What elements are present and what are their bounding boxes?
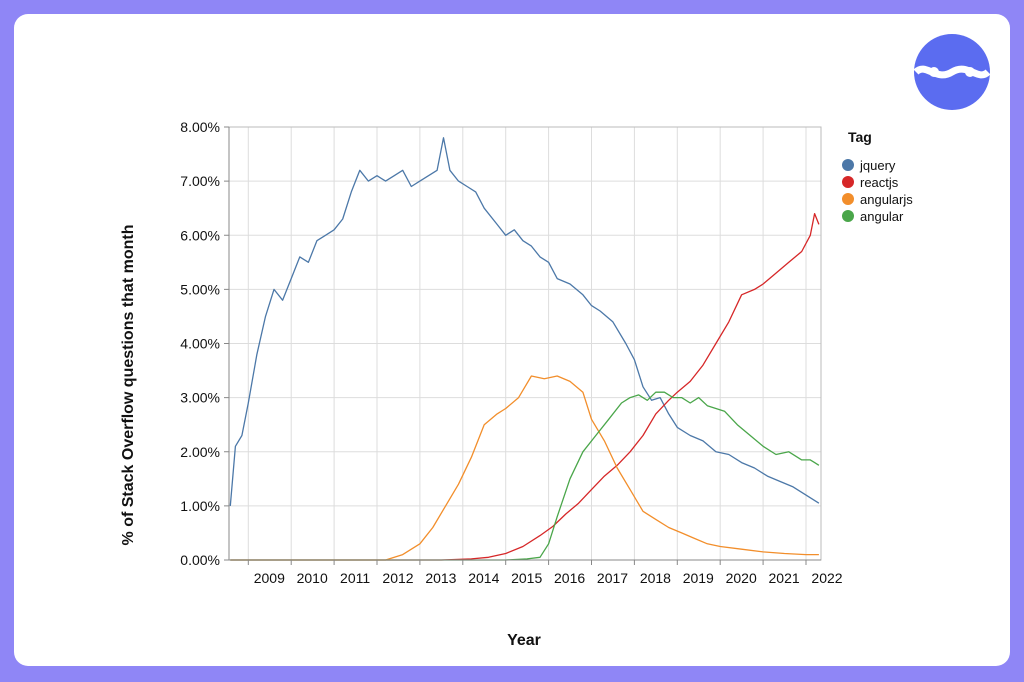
x-tick-label: 2019 (683, 570, 714, 586)
x-tick-label: 2016 (554, 570, 585, 586)
x-tick-label: 2010 (297, 570, 328, 586)
y-axis-title: % of Stack Overflow questions that month (120, 225, 137, 546)
x-tick-label: 2015 (511, 570, 542, 586)
series-layer (229, 137, 820, 561)
x-tick-label: 2021 (769, 570, 800, 586)
legend-swatch-angular (842, 210, 854, 222)
series-line-angular (230, 391, 820, 561)
legend: Tag jquery reactjs angularjs angular (842, 129, 913, 224)
y-tick-label: 8.00% (180, 119, 220, 135)
legend-label-angularjs: angularjs (860, 192, 913, 207)
x-axis-title: Year (507, 632, 541, 649)
x-tick-label: 2009 (254, 570, 285, 586)
y-tick-label: 3.00% (180, 390, 220, 406)
series-line-jquery (229, 137, 820, 506)
x-tick-label: 2022 (811, 570, 842, 586)
y-tick-label: 7.00% (180, 173, 220, 189)
y-tick-label: 5.00% (180, 281, 220, 297)
x-tick-label: 2014 (468, 570, 499, 586)
x-tick-label: 2012 (382, 570, 413, 586)
legend-label-jquery: jquery (859, 158, 896, 173)
brand-logo-icon (913, 34, 991, 110)
y-axis-ticks: 0.00% 1.00% 2.00% 3.00% 4.00% 5.00% 6.00% 7.00%… (180, 119, 229, 568)
x-tick-label: 2018 (640, 570, 671, 586)
x-axis-ticks: 2009 2010 2011 2012 2013 2014 2015 2016 2017 2018… (247, 560, 843, 586)
series-line-reactjs (230, 212, 820, 561)
legend-swatch-jquery (842, 159, 854, 171)
y-tick-label: 0.00% (180, 552, 220, 568)
x-tick-label: 2017 (597, 570, 628, 586)
y-tick-label: 6.00% (180, 227, 220, 243)
y-tick-label: 2.00% (180, 444, 220, 460)
y-tick-label: 1.00% (180, 498, 220, 514)
chart-grid (229, 126, 821, 561)
x-tick-label: 2020 (726, 570, 757, 586)
legend-swatch-reactjs (842, 176, 854, 188)
x-tick-label: 2011 (340, 570, 370, 586)
card (14, 14, 1010, 666)
x-tick-label: 2013 (425, 570, 456, 586)
legend-label-reactjs: reactjs (860, 175, 899, 190)
y-tick-label: 4.00% (180, 336, 220, 352)
legend-title: Tag (848, 129, 872, 145)
legend-label-angular: angular (860, 209, 904, 224)
legend-swatch-angularjs (842, 193, 854, 205)
series-line-angularjs (230, 375, 819, 561)
